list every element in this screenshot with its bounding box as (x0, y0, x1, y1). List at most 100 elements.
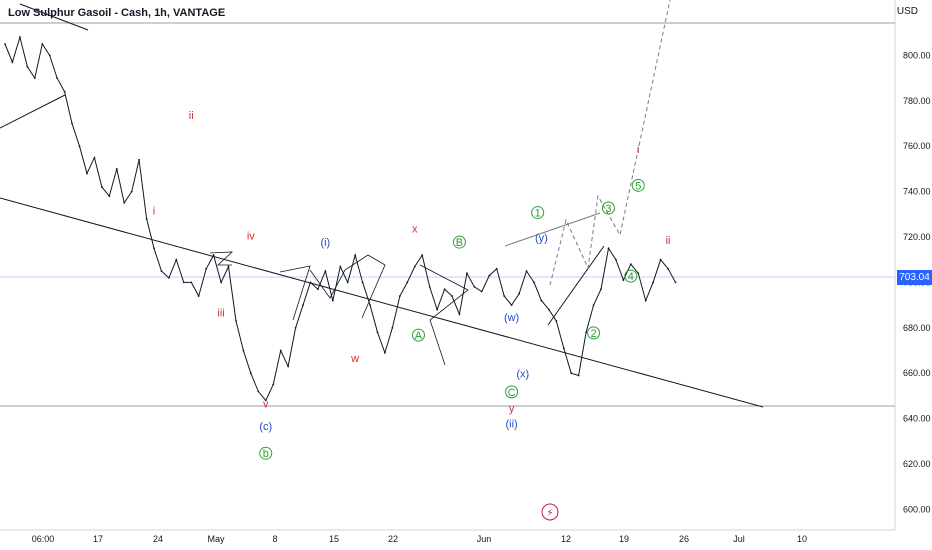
price-point (249, 372, 252, 375)
zigzag-b (209, 251, 234, 266)
x-tick-label: 19 (619, 534, 629, 544)
wave-label: y (509, 403, 515, 415)
y-tick-label: 760.00 (903, 141, 931, 151)
price-point (466, 272, 468, 275)
y-tick-label: 740.00 (903, 187, 931, 197)
price-point (115, 168, 118, 170)
wave-label: B (456, 237, 463, 249)
wave-label-ring (411, 328, 425, 342)
price-point (302, 304, 304, 306)
wave-label-ring (587, 326, 601, 340)
wave-label-ring (531, 206, 545, 220)
wave-label: 2 (590, 328, 596, 340)
wave-label: 1 (535, 208, 541, 220)
wave-label-ring (624, 269, 638, 283)
price-point (555, 320, 558, 322)
price-point (257, 390, 260, 393)
wave-label: (c) (259, 421, 272, 433)
price-line (4, 35, 676, 402)
wave-label: ii (189, 110, 194, 122)
price-point (361, 281, 364, 284)
y-tick-label: 720.00 (903, 232, 931, 242)
price-point (227, 265, 230, 268)
price-point (577, 374, 580, 377)
y-tick-label: 640.00 (903, 414, 931, 424)
price-point (458, 313, 461, 316)
trendline-main (0, 197, 764, 408)
price-point (488, 274, 491, 277)
price-point (518, 292, 520, 295)
price-point (413, 265, 416, 268)
x-tick-label: 17 (93, 534, 103, 544)
price-point (585, 331, 587, 334)
wave-label-ring (601, 201, 615, 215)
price-point (391, 326, 394, 329)
price-point (101, 186, 103, 189)
price-point (339, 265, 342, 268)
price-point (480, 290, 483, 293)
static-lines: ⚡ (0, 0, 896, 531)
price-point (93, 156, 96, 159)
channel-upper (504, 212, 601, 247)
price-point (354, 254, 357, 257)
price-point (331, 299, 334, 302)
chart-title: Low Sulphur Gasoil - Cash, 1h, VANTAGE (6, 6, 228, 20)
price-point (592, 304, 595, 306)
price-point (205, 267, 208, 270)
price-point (384, 351, 386, 354)
x-tick-label: 12 (561, 534, 571, 544)
flash-icon-glyph: ⚡ (546, 508, 553, 519)
price-point (123, 202, 126, 204)
x-tick-label: Jun (477, 534, 492, 544)
price-point (242, 349, 245, 352)
price-point (503, 295, 506, 297)
wave-label: w (350, 353, 359, 365)
price-point (629, 263, 632, 266)
wave-label: iii (217, 307, 224, 319)
wave-label-ring (631, 178, 645, 192)
price-point (4, 43, 6, 45)
price-point (533, 281, 535, 284)
x-tick-label: 8 (272, 534, 277, 544)
zigzag-i (279, 265, 311, 321)
price-point (607, 247, 610, 250)
zigzag-w (309, 254, 386, 319)
price-point (451, 295, 453, 297)
x-tick-label: 06:00 (32, 534, 55, 544)
price-point (652, 281, 654, 284)
wave-label: v (80, 0, 86, 2)
price-point (376, 331, 379, 334)
price-point (212, 254, 215, 257)
wave-labels: viiiiviiiv(c)b(i)wxAB(w)(x)Cy(ii)1(y)234… (80, 0, 670, 460)
price-point (33, 77, 36, 79)
price-point (78, 145, 81, 148)
price-point (600, 288, 602, 291)
price-point (495, 267, 498, 270)
price-point (436, 308, 438, 311)
channel-lower (547, 245, 605, 326)
price-point (309, 281, 312, 284)
price-point (443, 288, 446, 291)
x-axis-ticks: 06:00 17 24 May 8 15 22 Jun 12 19 26 Jul 10 (32, 534, 807, 544)
x-tick-label: 15 (329, 534, 339, 544)
price-point (153, 247, 155, 250)
price-point (19, 36, 21, 39)
price-point (41, 43, 44, 45)
price-point (86, 172, 88, 175)
price-point (145, 217, 148, 220)
price-point (48, 54, 51, 57)
price-point (26, 65, 29, 68)
price-point (63, 90, 66, 93)
price-point (399, 295, 401, 297)
price-point (11, 61, 14, 64)
price-point (406, 281, 409, 284)
price-point (317, 288, 319, 291)
price-point (220, 281, 223, 284)
wave-label: i (153, 205, 155, 217)
y-tick-label: 780.00 (903, 96, 931, 106)
price-point (182, 281, 185, 284)
price-point (548, 308, 550, 311)
price-point (674, 281, 677, 284)
flash-icon[interactable] (541, 503, 559, 521)
